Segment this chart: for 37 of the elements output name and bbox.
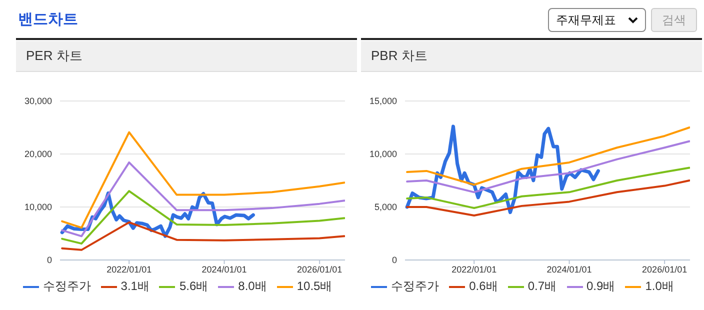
- y-tick-label: 10,000: [369, 149, 397, 160]
- legend-label: 0.7배: [528, 279, 556, 293]
- legend-label: 10.5배: [296, 279, 332, 293]
- y-tick-label: 15,000: [369, 96, 397, 106]
- chart-title: PER 차트: [16, 41, 357, 72]
- legend-label: 0.6배: [469, 279, 498, 293]
- y-tick-label: 30,000: [24, 96, 52, 106]
- x-tick-label: 2022/01/01: [106, 264, 152, 274]
- legend-label: 1.0배: [645, 279, 674, 293]
- legend-label: 3.1배: [120, 279, 150, 293]
- text: 검색: [651, 8, 697, 32]
- line-series: [406, 180, 690, 216]
- chart-title: PBR 차트: [361, 41, 702, 72]
- text: 주재무제표: [556, 12, 616, 28]
- y-tick-label: 10,000: [24, 202, 52, 212]
- y-tick-label: 0: [392, 255, 397, 266]
- line-series: [61, 221, 345, 251]
- legend-label: 8.0배: [238, 279, 267, 293]
- text: 밴드차트: [18, 10, 78, 29]
- y-tick-label: 0: [46, 255, 52, 266]
- line-series: [61, 190, 345, 245]
- line-series: [406, 140, 690, 194]
- x-tick-label: 2026/01/01: [642, 264, 688, 274]
- y-tick-label: 20,000: [24, 149, 52, 160]
- line-series: [61, 131, 345, 229]
- line-series: [406, 126, 690, 186]
- line-series: [406, 166, 690, 210]
- legend-label: 수정주가: [391, 279, 440, 293]
- x-tick-label: 2024/01/01: [202, 264, 247, 274]
- x-tick-label: 2026/01/01: [297, 264, 342, 274]
- x-tick-label: 2024/01/01: [546, 264, 592, 274]
- legend-label: 5.6배: [179, 279, 208, 293]
- x-tick-label: 2022/01/01: [452, 264, 497, 274]
- legend-label: 0.9배: [586, 279, 616, 293]
- legend-label: 수정주가: [42, 279, 91, 293]
- line-series: [61, 161, 345, 238]
- y-tick-label: 5,000: [374, 202, 397, 212]
